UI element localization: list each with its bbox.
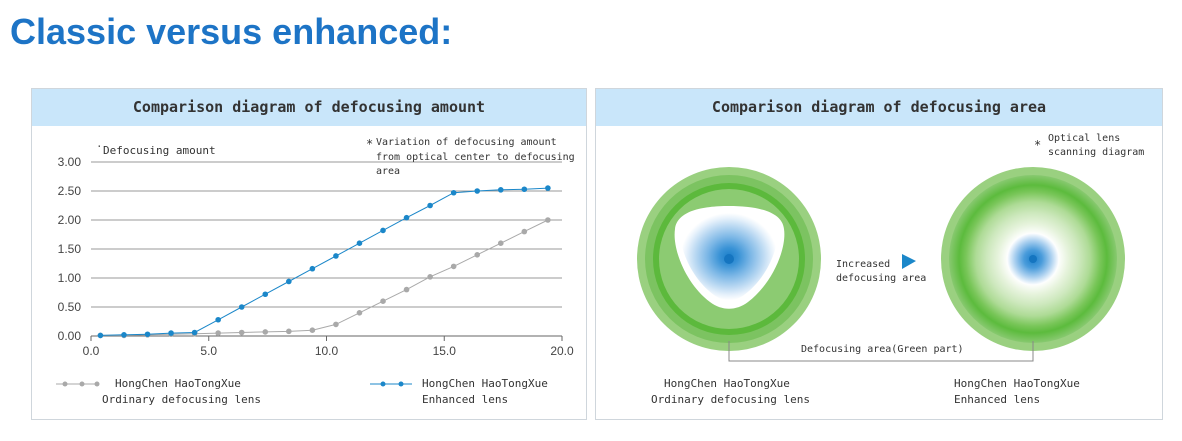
legend-brand-ordinary: HongChen HaoTongXue	[115, 377, 241, 390]
y-axis-label-mark: ·	[96, 140, 103, 153]
data-point-ordinary	[450, 263, 457, 270]
ordinary-caption-brand: HongChen HaoTongXue	[664, 377, 790, 390]
legend-label-ordinary: Ordinary defocusing lens	[102, 393, 261, 406]
ordinary-lens-scan	[637, 167, 821, 351]
panel-title: Comparison diagram of defocusing area	[711, 98, 1047, 116]
data-point-enhanced	[144, 331, 151, 338]
data-point-ordinary	[380, 298, 386, 304]
data-point-ordinary	[356, 310, 363, 316]
area-connector-line	[728, 341, 1034, 362]
legend-item-ordinary: HongChen HaoTongXue Ordinary defocusing …	[56, 377, 261, 406]
defocusing-amount-chart: 0.00 0.50 1.00 1.50 2.00 2.50 3.00 0.0 5.0 10.0 15…	[56, 137, 575, 406]
data-point-enhanced	[545, 185, 551, 191]
data-point-enhanced	[427, 202, 433, 209]
legend-marker-ordinary	[79, 381, 85, 387]
arrow-label-line-2: defocusing area	[836, 273, 926, 284]
legend-brand-enhanced: HongChen HaoTongXue	[422, 377, 548, 390]
tick-labels: 0.00 0.50 1.00 1.50 2.00 2.50 3.00 0.0 5.0 10.0 15…	[58, 155, 574, 358]
data-point-enhanced	[215, 316, 221, 323]
note-asterisk: *	[366, 137, 373, 151]
arrow-right-icon	[902, 254, 916, 269]
legend-marker-ordinary	[62, 381, 68, 387]
defocusing-area-panel: Comparison diagram of defocusing area	[595, 88, 1163, 420]
axes	[90, 335, 563, 341]
data-point-ordinary	[286, 328, 292, 335]
y-tick-label: 2.00	[58, 213, 82, 227]
data-point-ordinary	[215, 330, 221, 336]
legend-item-enhanced: HongChen HaoTongXue Enhanced lens	[370, 377, 548, 406]
legend-label-enhanced: Enhanced lens	[422, 393, 508, 406]
x-tick-label: 15.0	[433, 344, 457, 358]
ordinary-caption-label: Ordinary defocusing lens	[651, 393, 810, 406]
data-point-enhanced	[309, 265, 316, 272]
data-point-enhanced	[333, 253, 339, 259]
note-line-1: Variation of defocusing amount	[376, 137, 557, 148]
series-line-enhanced	[100, 187, 548, 336]
data-point-enhanced	[450, 189, 457, 196]
defocusing-amount-panel: Comparison diagram of defocusing amount …	[31, 88, 587, 420]
x-tick-label: 20.0	[550, 344, 574, 358]
data-point-ordinary	[497, 240, 504, 246]
x-tick-label: 0.0	[83, 344, 100, 358]
y-tick-label: 1.50	[58, 242, 82, 256]
data-point-ordinary	[521, 228, 528, 235]
area-label-bg	[798, 340, 964, 356]
note-line-2: from optical center to defocusing	[376, 152, 575, 163]
data-point-ordinary	[403, 286, 410, 293]
enhanced-caption-brand: HongChen HaoTongXue	[954, 377, 1080, 390]
y-tick-label: 1.00	[58, 271, 82, 285]
data-point-enhanced	[238, 304, 245, 310]
series	[97, 185, 551, 339]
legend-marker-enhanced	[380, 381, 386, 387]
data-point-enhanced	[121, 332, 127, 338]
note-line-3: area	[376, 166, 400, 177]
panel-header: Comparison diagram of defocusing area	[596, 89, 1162, 126]
series-line-ordinary	[100, 219, 549, 336]
data-point-ordinary	[309, 327, 316, 333]
panel-title: Comparison diagram of defocusing amount	[132, 98, 486, 116]
data-point-enhanced	[191, 329, 198, 336]
scan-note-line-2: scanning diagram	[1048, 147, 1144, 158]
data-point-enhanced	[497, 187, 504, 193]
y-tick-label: 2.50	[58, 184, 82, 198]
data-point-enhanced	[97, 332, 104, 339]
scan-note-line-1: Optical lens	[1048, 133, 1120, 144]
grid-lines	[91, 161, 562, 308]
data-point-ordinary	[545, 217, 551, 223]
y-tick-label: 3.00	[58, 155, 82, 169]
y-tick-label: 0.50	[58, 300, 82, 314]
panel-header: Comparison diagram of defocusing amount	[32, 89, 586, 126]
data-point-ordinary	[474, 252, 481, 258]
data-point-ordinary	[238, 329, 245, 336]
data-point-enhanced	[521, 186, 528, 193]
optical-center-dot	[724, 254, 734, 264]
area-label: Defocusing area(Green part)	[801, 344, 964, 355]
legend-marker-enhanced	[398, 381, 404, 387]
data-point-enhanced	[403, 214, 410, 221]
enhanced-lens-scan	[941, 167, 1125, 351]
defocusing-area-diagram: Increased defocusing area Defocusing are…	[637, 133, 1144, 406]
data-point-enhanced	[262, 291, 269, 298]
data-point-enhanced	[286, 278, 292, 285]
data-point-enhanced	[356, 240, 363, 246]
enhanced-caption-label: Enhanced lens	[954, 393, 1040, 406]
data-point-ordinary	[262, 329, 269, 335]
legend-marker-ordinary	[94, 381, 100, 387]
y-axis-label: Defocusing amount	[103, 144, 216, 157]
scan-note-asterisk: *	[1034, 138, 1041, 152]
data-point-enhanced	[168, 330, 174, 336]
page-title: Classic versus enhanced:	[10, 11, 453, 52]
y-tick-label: 0.00	[58, 329, 82, 343]
data-point-enhanced	[474, 188, 481, 194]
x-tick-label: 10.0	[315, 344, 339, 358]
data-point-enhanced	[380, 227, 386, 234]
data-point-ordinary	[427, 274, 433, 280]
x-tick-label: 5.0	[200, 344, 217, 358]
optical-center-dot	[1029, 255, 1037, 263]
data-point-ordinary	[333, 321, 339, 328]
arrow-label-line-1: Increased	[836, 259, 890, 270]
